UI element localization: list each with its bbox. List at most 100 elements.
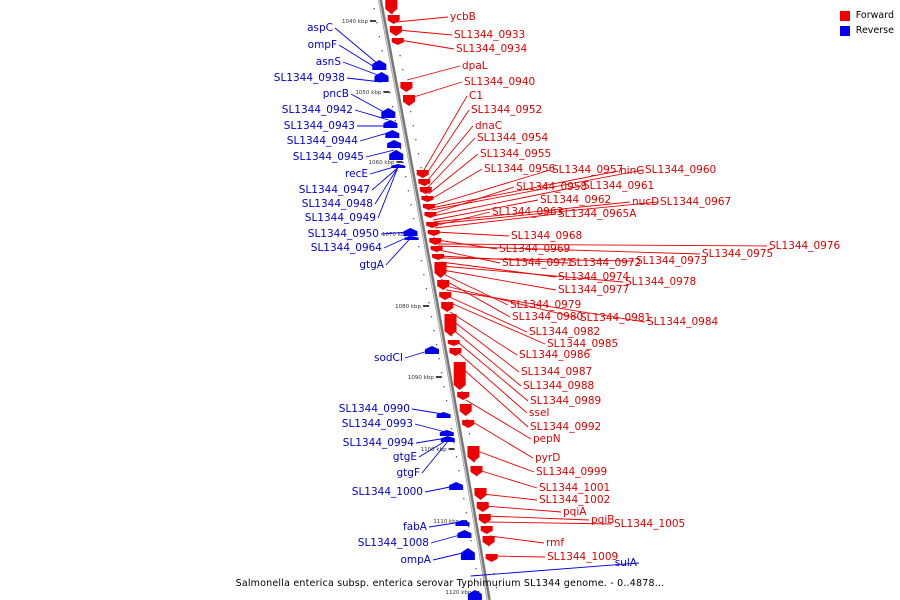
gene-label[interactable]: SL1344_0972 [570,257,641,269]
gene-label[interactable]: SL1344_0975 [702,248,773,260]
gene-label[interactable]: SL1344_0982 [529,326,600,338]
gene-label[interactable]: SL1344_0987 [521,366,592,378]
gene-label[interactable]: sodCI [374,352,403,364]
gene-label[interactable]: SL1344_0990 [339,403,410,415]
gene-label[interactable]: SL1344_0957 [552,164,623,176]
gene-label[interactable]: SL1344_0971 [502,257,573,269]
gene-label[interactable]: SL1344_0974 [558,271,630,283]
gene-label[interactable]: asnS [316,56,342,68]
forward-gene[interactable] [441,302,454,312]
gene-label[interactable]: SL1344_0981 [580,312,651,324]
gene-label[interactable]: SL1344_0968 [511,230,582,242]
forward-gene[interactable] [447,340,460,346]
gene-label[interactable]: SL1344_0999 [536,466,607,478]
gene-labels[interactable]: ycbB SL1344_0933 SL1344_0934 dpaL SL1344_094… [274,11,841,569]
forward-gene[interactable] [457,392,470,400]
forward-gene[interactable] [416,170,429,178]
gene-label[interactable]: SL1344_1002 [539,494,610,506]
gene-label[interactable]: sulA [615,557,638,569]
forward-gene[interactable] [480,526,493,534]
forward-gene[interactable] [462,420,475,428]
gene-label[interactable]: SL1344_0948 [302,198,373,210]
gene-label[interactable]: SL1344_0989 [530,395,601,407]
forward-gene[interactable] [439,292,452,300]
gene-label[interactable]: SL1344_0963 [492,206,563,218]
gene-label[interactable]: SL1344_0994 [343,437,415,449]
forward-gene[interactable] [385,0,398,14]
forward-gene[interactable] [427,230,440,236]
gene-label[interactable]: dnaC [475,120,502,132]
gene-label[interactable]: SL1344_0980 [512,311,583,323]
forward-gene[interactable] [459,404,472,416]
gene-label[interactable]: pqiB [591,514,614,526]
gene-label[interactable]: SL1344_0938 [274,72,345,84]
forward-gene[interactable] [476,502,489,512]
forward-gene[interactable] [387,15,400,24]
gene-label[interactable]: C1 [469,90,483,102]
gene-label[interactable]: SL1344_0977 [558,284,629,296]
gene-label[interactable]: SL1344_0985 [547,338,618,350]
gene-label[interactable]: SL1344_0952 [471,104,542,116]
reverse-gene[interactable] [457,530,472,538]
gene-label[interactable]: pyrD [535,452,560,464]
reverse-gene[interactable] [440,436,455,442]
gene-label[interactable]: SL1344_0986 [519,349,591,361]
forward-gene[interactable] [430,246,443,252]
reverse-gene[interactable] [385,130,400,138]
gene-label[interactable]: SL1344_0950 [308,228,379,240]
forward-gene[interactable] [400,82,413,92]
gene-label[interactable]: SL1344_0945 [293,151,364,163]
gene-label[interactable]: pqiA [563,506,587,518]
forward-gene[interactable] [419,187,432,194]
forward-gene[interactable] [418,179,431,186]
gene-label[interactable]: ompA [400,554,431,566]
gene-label[interactable]: SL1344_0976 [769,240,841,252]
forward-gene[interactable] [391,38,404,45]
reverse-gene[interactable] [374,72,389,82]
reverse-gene[interactable] [467,590,482,600]
gene-label[interactable]: SL1344_0962 [540,194,611,206]
gene-label[interactable]: gtgE [393,451,417,463]
gene-label[interactable]: SL1344_1001 [539,482,610,494]
gene-label[interactable]: pepN [533,433,561,445]
gene-label[interactable]: SL1344_0943 [284,120,355,132]
gene-label[interactable]: SL1344_1000 [352,486,423,498]
gene-label[interactable]: ycbB [450,11,476,23]
gene-label[interactable]: pncB [323,88,349,100]
reverse-gene[interactable] [381,108,396,118]
forward-gene[interactable] [403,95,415,106]
gene-label[interactable]: SL1344_0940 [464,76,535,88]
reverse-gene[interactable] [403,228,418,236]
forward-gene[interactable] [470,466,483,476]
gene-label[interactable]: SL1344_0992 [530,421,601,433]
gene-label[interactable]: gtgA [359,259,384,271]
gene-label[interactable]: dpaL [462,60,488,72]
gene-label[interactable]: nucD [632,196,659,208]
reverse-gene[interactable] [389,150,404,160]
forward-gene[interactable] [426,222,439,228]
gene-label[interactable]: SL1344_0993 [342,418,413,430]
reverse-gene[interactable] [436,412,451,418]
gene-label[interactable]: SL1344_0954 [477,132,549,144]
reverse-gene[interactable] [455,520,470,526]
gene-label[interactable]: SL1344_0978 [625,276,696,288]
forward-gene[interactable] [444,314,457,336]
gene-label[interactable]: SL1344_0955 [480,148,551,160]
gene-label[interactable]: SL1344_0960 [645,164,716,176]
gene-label[interactable]: fabA [403,521,428,533]
gene-features[interactable] [372,0,498,600]
reverse-gene[interactable] [425,346,439,354]
gene-label[interactable]: SL1344_0934 [456,43,528,55]
forward-gene[interactable] [437,280,450,290]
gene-label[interactable]: SL1344_0965A [558,208,637,220]
forward-gene[interactable] [485,554,498,562]
gene-label[interactable]: SL1344_0958 [516,181,587,193]
gene-label[interactable]: recE [345,168,368,180]
gene-label[interactable]: SL1344_1005 [614,518,685,530]
forward-gene[interactable] [421,196,434,202]
gene-label[interactable]: SL1344_0944 [287,135,359,147]
forward-gene[interactable] [389,26,402,36]
gene-label[interactable]: ompF [308,39,337,51]
gene-label[interactable]: gtgF [397,467,421,479]
gene-label[interactable]: SL1344_1009 [547,551,618,563]
